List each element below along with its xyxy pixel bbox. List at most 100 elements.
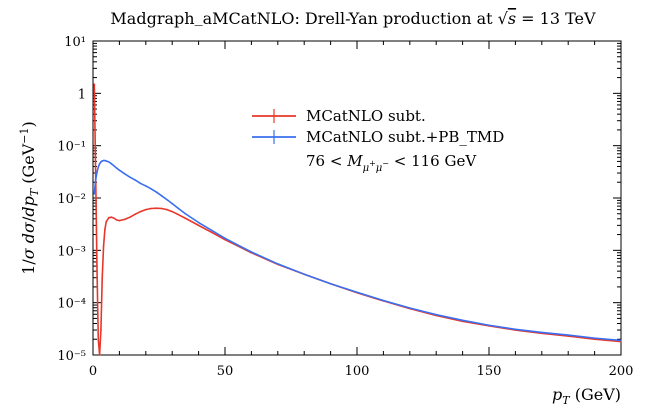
data-point	[409, 307, 411, 309]
data-point	[134, 179, 137, 181]
data-point	[184, 212, 187, 215]
data-point	[514, 328, 517, 331]
y-tick-label: 10⁻⁴	[57, 297, 86, 312]
data-point	[620, 339, 622, 342]
data-point	[110, 163, 113, 165]
data-point	[104, 228, 106, 231]
legend-entry-mcatnlo-pbtmd: MCatNLO subt.+PB_TMD	[252, 128, 504, 146]
data-point	[96, 265, 98, 267]
plot-frame	[92, 40, 622, 356]
y-tick-label: 10⁻²	[57, 192, 86, 207]
data-point	[108, 216, 110, 219]
data-point	[176, 213, 179, 216]
x-tick-label: 50	[217, 364, 234, 379]
data-point	[150, 187, 152, 190]
data-point	[488, 324, 490, 327]
y-tick-label: 1	[78, 87, 86, 102]
data-point	[356, 291, 358, 294]
data-point	[97, 166, 100, 168]
data-point	[123, 218, 126, 221]
data-point	[102, 159, 105, 162]
data-point	[118, 219, 121, 222]
data-point	[97, 338, 100, 341]
x-axis-label: pT (GeV)	[552, 385, 621, 407]
y-tick-label: 10¹	[64, 35, 86, 50]
series-line-1	[93, 159, 622, 342]
data-point	[211, 229, 213, 232]
y-tick-label: 10⁻¹	[57, 140, 86, 155]
y-axis-label: 1/σ dσ/dpT (GeV−1)	[18, 121, 41, 275]
legend-label-mcatnlo: MCatNLO subt.	[306, 107, 426, 125]
data-point	[129, 216, 131, 218]
data-point	[250, 251, 253, 253]
data-point	[541, 331, 543, 334]
x-tick-label: 200	[609, 364, 634, 379]
x-tick-label: 100	[345, 364, 370, 379]
data-point	[139, 182, 142, 185]
data-point	[197, 224, 200, 227]
data-point	[134, 213, 137, 216]
data-point	[113, 217, 115, 220]
data-point	[166, 208, 168, 211]
data-point	[118, 169, 121, 171]
data-point	[96, 171, 98, 174]
data-point	[155, 207, 158, 209]
data-point	[105, 160, 107, 162]
data-point	[155, 191, 158, 193]
data-point	[98, 163, 101, 165]
data-point	[176, 206, 179, 209]
data-point	[197, 221, 200, 224]
data-point	[211, 231, 213, 234]
data-point	[435, 313, 438, 316]
data-point	[567, 334, 569, 336]
data-point	[108, 161, 110, 163]
data-point	[593, 337, 596, 339]
data-point	[100, 161, 102, 163]
data-point	[129, 176, 131, 178]
data-point	[160, 195, 163, 197]
legend: MCatNLO subt. MCatNLO subt.+PB_TMD 76 < …	[252, 107, 504, 174]
x-axis: 0 50 100 150 200	[89, 41, 634, 379]
y-tick-label: 10⁻⁵	[57, 349, 86, 364]
svg-text:1/σ dσ/dpT (GeV−1): 1/σ dσ/dpT (GeV−1)	[18, 121, 41, 275]
data-point	[171, 210, 173, 213]
series-layer	[93, 83, 622, 356]
data-point	[115, 219, 118, 221]
x-tick-label: 150	[477, 364, 502, 379]
data-point	[184, 217, 187, 220]
data-point	[145, 185, 147, 187]
data-point	[150, 207, 152, 210]
data-point	[620, 340, 622, 343]
data-point	[98, 354, 101, 356]
data-point	[461, 319, 464, 322]
data-point	[110, 216, 113, 218]
data-point	[160, 207, 163, 210]
data-point	[94, 179, 97, 181]
legend-entry-mcatnlo: MCatNLO subt.	[252, 107, 426, 125]
data-point	[101, 276, 104, 279]
data-point	[145, 208, 147, 211]
data-point	[101, 160, 104, 162]
data-point	[329, 282, 332, 285]
data-point	[303, 273, 306, 275]
data-point	[171, 202, 173, 205]
legend-mass-range: 76 < Mμ+μ− < 116 GeV	[306, 152, 477, 174]
data-point	[237, 244, 239, 247]
data-point	[166, 198, 168, 201]
data-point	[224, 237, 226, 240]
y-axis: 10⁻⁵ 10⁻⁴ 10⁻³ 10⁻² 10⁻¹ 1 10¹	[57, 35, 621, 364]
data-point	[115, 167, 118, 170]
data-point	[123, 173, 126, 175]
data-point	[277, 263, 279, 265]
data-point	[93, 193, 96, 195]
data-point	[104, 159, 106, 162]
data-point	[100, 329, 102, 331]
data-point	[113, 165, 115, 167]
legend-label-mcatnlo-pbtmd: MCatNLO subt.+PB_TMD	[306, 128, 504, 146]
x-tick-label: 0	[89, 364, 97, 379]
data-point	[93, 83, 96, 85]
data-point	[102, 245, 105, 247]
chart-title: Madgraph_aMCatNLO: Drell-Yan production …	[110, 7, 596, 28]
data-point	[105, 221, 107, 223]
